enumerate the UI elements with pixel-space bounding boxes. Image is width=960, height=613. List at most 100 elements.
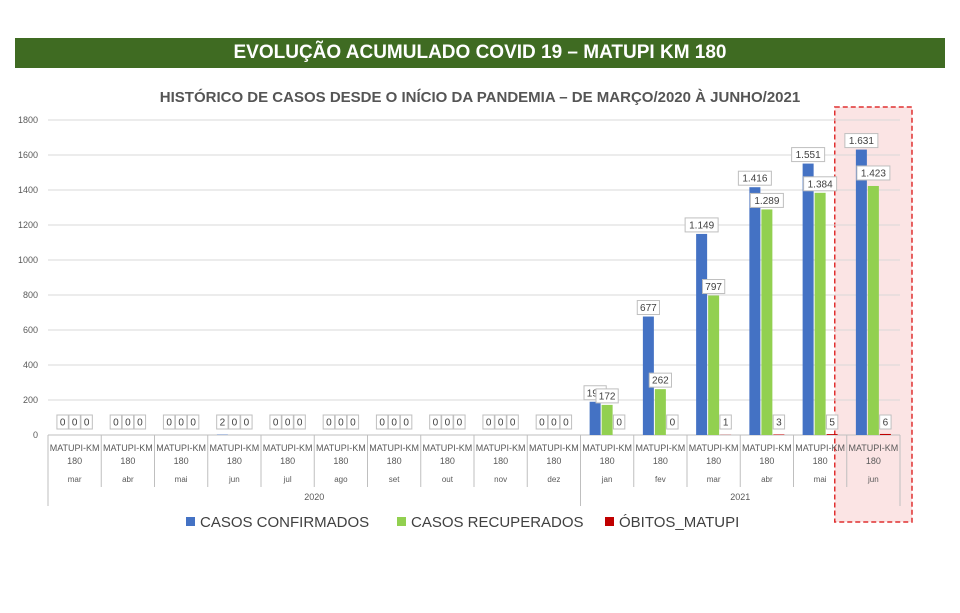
data-label: 0 bbox=[297, 418, 303, 429]
data-label-box bbox=[825, 414, 839, 430]
data-label: 262 bbox=[652, 376, 669, 387]
data-label: 0 bbox=[457, 418, 463, 429]
data-label: 5 bbox=[829, 418, 835, 429]
data-label: 0 bbox=[137, 418, 143, 429]
category-label: 180 bbox=[280, 456, 295, 466]
data-label: 1.384 bbox=[808, 179, 833, 190]
data-label-box bbox=[281, 414, 294, 430]
data-label: 1.149 bbox=[689, 220, 714, 231]
bar-recuperados bbox=[814, 192, 826, 435]
data-label-box bbox=[856, 165, 891, 181]
data-label-box bbox=[269, 414, 282, 430]
data-label: 0 bbox=[72, 418, 78, 429]
month-label: jan bbox=[601, 475, 613, 484]
month-label: abr bbox=[122, 475, 134, 484]
category-label: 180 bbox=[759, 456, 774, 466]
data-label: 0 bbox=[445, 418, 451, 429]
data-label-box bbox=[334, 414, 348, 430]
data-label-box bbox=[240, 414, 253, 430]
category-label: 180 bbox=[120, 456, 135, 466]
data-label: 0 bbox=[616, 418, 622, 429]
category-label: MATUPI-KM bbox=[689, 443, 739, 453]
data-label: 0 bbox=[113, 418, 119, 429]
category-label: 180 bbox=[333, 456, 348, 466]
data-label: 0 bbox=[350, 418, 356, 429]
y-tick-label: 1800 bbox=[18, 115, 38, 125]
data-label: 0 bbox=[244, 418, 250, 429]
data-label: 0 bbox=[486, 418, 492, 429]
category-label: MATUPI-KM bbox=[103, 443, 153, 453]
month-label: out bbox=[442, 475, 454, 484]
data-label-box bbox=[399, 414, 413, 430]
category-label: MATUPI-KM bbox=[263, 443, 313, 453]
legend-label-obitos: ÓBITOS_MATUPI bbox=[619, 514, 740, 531]
bar-recuperados bbox=[601, 404, 613, 435]
category-label: MATUPI-KM bbox=[369, 443, 419, 453]
month-label: nov bbox=[494, 475, 507, 484]
data-label: 0 bbox=[60, 418, 66, 429]
category-label: 180 bbox=[600, 456, 615, 466]
month-label: fev bbox=[655, 475, 666, 484]
bar-recuperados bbox=[761, 209, 773, 435]
bar-confirmados bbox=[642, 316, 654, 435]
data-label-box bbox=[595, 388, 619, 404]
data-label-box bbox=[648, 372, 672, 388]
data-label: 0 bbox=[166, 418, 172, 429]
chart-legend: CASOS CONFIRMADOS CASOS RECUPERADOS ÓBIT… bbox=[0, 514, 960, 534]
data-label: 1.289 bbox=[754, 196, 779, 207]
category-label: 180 bbox=[866, 456, 881, 466]
legend-label-confirmados: CASOS CONFIRMADOS bbox=[200, 514, 370, 531]
data-label: 6 bbox=[883, 418, 889, 429]
data-label-box bbox=[293, 414, 306, 430]
legend-swatch-confirmados bbox=[186, 517, 195, 526]
data-label: 677 bbox=[640, 303, 657, 314]
data-label-box bbox=[133, 414, 147, 430]
data-label-box bbox=[636, 300, 660, 316]
y-tick-label: 200 bbox=[23, 395, 38, 405]
data-label-box bbox=[109, 414, 123, 430]
data-label: 0 bbox=[391, 418, 397, 429]
data-label-box bbox=[702, 279, 726, 295]
data-label-box bbox=[441, 414, 454, 430]
y-tick-label: 1000 bbox=[18, 255, 38, 265]
data-label: 0 bbox=[84, 418, 90, 429]
y-tick-label: 1400 bbox=[18, 185, 38, 195]
data-label-box bbox=[162, 414, 176, 430]
year-label: 2020 bbox=[304, 492, 324, 502]
data-label-box bbox=[737, 170, 772, 186]
data-label-box bbox=[228, 414, 241, 430]
bar-recuperados bbox=[654, 389, 666, 435]
month-label: mai bbox=[175, 475, 188, 484]
data-label: 0 bbox=[403, 418, 409, 429]
data-label: 0 bbox=[190, 418, 196, 429]
month-label: jul bbox=[283, 475, 292, 484]
data-label: 0 bbox=[539, 418, 545, 429]
category-label: MATUPI-KM bbox=[582, 443, 632, 453]
bar-confirmados bbox=[696, 233, 708, 435]
category-label: MATUPI-KM bbox=[476, 443, 526, 453]
data-label-box bbox=[506, 414, 519, 430]
data-label-box bbox=[322, 414, 336, 430]
data-label: 0 bbox=[338, 418, 344, 429]
data-label-box bbox=[216, 414, 229, 430]
category-label: 180 bbox=[706, 456, 721, 466]
category-label: 180 bbox=[387, 456, 402, 466]
bar-obitos bbox=[773, 434, 785, 435]
data-label: 0 bbox=[178, 418, 184, 429]
month-label: mai bbox=[814, 475, 827, 484]
data-label-box bbox=[749, 192, 784, 208]
bar-confirmados bbox=[855, 149, 867, 435]
category-label: MATUPI-KM bbox=[848, 443, 898, 453]
category-label: MATUPI-KM bbox=[422, 443, 472, 453]
data-label: 0 bbox=[510, 418, 516, 429]
category-label: 180 bbox=[653, 456, 668, 466]
data-label: 3 bbox=[776, 418, 782, 429]
data-label: 0 bbox=[670, 418, 676, 429]
category-label: 180 bbox=[440, 456, 455, 466]
data-label: 172 bbox=[599, 391, 616, 402]
category-label: 180 bbox=[813, 456, 828, 466]
bar-confirmados bbox=[802, 163, 814, 435]
data-label: 0 bbox=[563, 418, 569, 429]
data-label-box bbox=[547, 414, 561, 430]
